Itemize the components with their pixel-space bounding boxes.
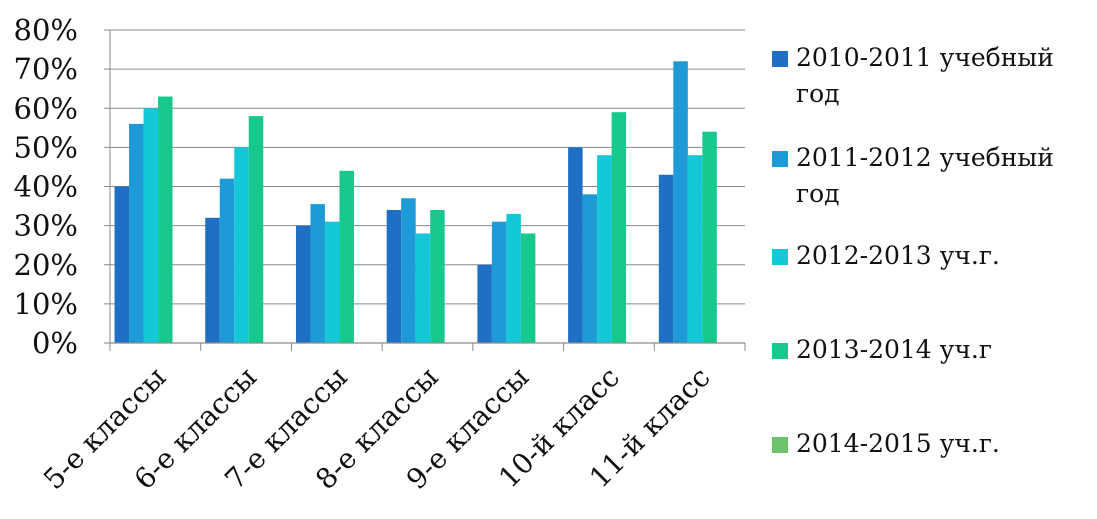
bar xyxy=(491,221,507,343)
bar xyxy=(386,209,402,343)
y-tick-label: 80% xyxy=(14,13,78,47)
legend-swatch xyxy=(772,51,788,67)
bar xyxy=(310,204,325,343)
bar xyxy=(129,123,144,344)
legend-item: 2014-2015 уч.г. xyxy=(772,426,1086,462)
legend-item: 2012-2013 уч.г. xyxy=(772,238,1086,274)
bar xyxy=(430,209,445,343)
bar xyxy=(597,155,612,343)
bar xyxy=(520,233,536,343)
bars xyxy=(114,61,717,344)
bar xyxy=(234,147,249,343)
y-tick-label: 40% xyxy=(14,170,78,204)
y-tick-label: 60% xyxy=(14,91,78,125)
bar xyxy=(477,264,492,343)
bar xyxy=(611,112,627,343)
legend-label: 2014-2015 уч.г. xyxy=(796,429,1000,458)
legend-label: 2010-2011 учебный год xyxy=(796,43,1054,108)
legend-swatch xyxy=(772,437,788,453)
bar xyxy=(401,198,416,343)
y-tick-label: 30% xyxy=(14,209,78,243)
bar xyxy=(324,221,340,343)
bar xyxy=(702,131,717,343)
legend-label: 2011-2012 учебный год xyxy=(796,143,1054,208)
bar-chart: 0% 10% 20% 30% 40% 50% 60% 70% 80% 5-е классы6-е… xyxy=(14,13,746,496)
bar xyxy=(415,233,431,343)
bar xyxy=(219,178,235,343)
legend-swatch xyxy=(772,151,788,167)
legend-label: 2012-2013 уч.г. xyxy=(796,241,1000,270)
y-tick-labels: 0% 10% 20% 30% 40% 50% 60% 70% 80% xyxy=(14,13,78,360)
y-tick-label: 70% xyxy=(14,52,78,86)
bar xyxy=(568,147,583,343)
bar xyxy=(673,61,688,344)
y-tick-label: 10% xyxy=(14,287,78,321)
bar xyxy=(506,213,521,343)
bar xyxy=(658,174,674,343)
bar xyxy=(248,116,264,343)
legend-item: 2013-2014 уч.г xyxy=(772,332,1086,368)
bar xyxy=(158,96,173,343)
legend-item: 2010-2011 учебный год xyxy=(772,40,1086,112)
axes xyxy=(109,30,746,351)
bar xyxy=(205,217,220,343)
legend-swatch xyxy=(772,343,788,359)
bar xyxy=(143,108,159,343)
y-tick-label: 0% xyxy=(32,326,78,360)
legend-swatch xyxy=(772,249,788,265)
legend-label: 2013-2014 уч.г xyxy=(796,335,992,364)
y-tick-label: 50% xyxy=(14,130,78,164)
bar xyxy=(582,194,598,343)
bar xyxy=(687,155,703,343)
bar xyxy=(339,170,354,343)
bar xyxy=(295,225,311,343)
legend-item: 2011-2012 учебный год xyxy=(772,140,1086,212)
y-tick-label: 20% xyxy=(14,248,78,282)
bar xyxy=(114,186,130,343)
